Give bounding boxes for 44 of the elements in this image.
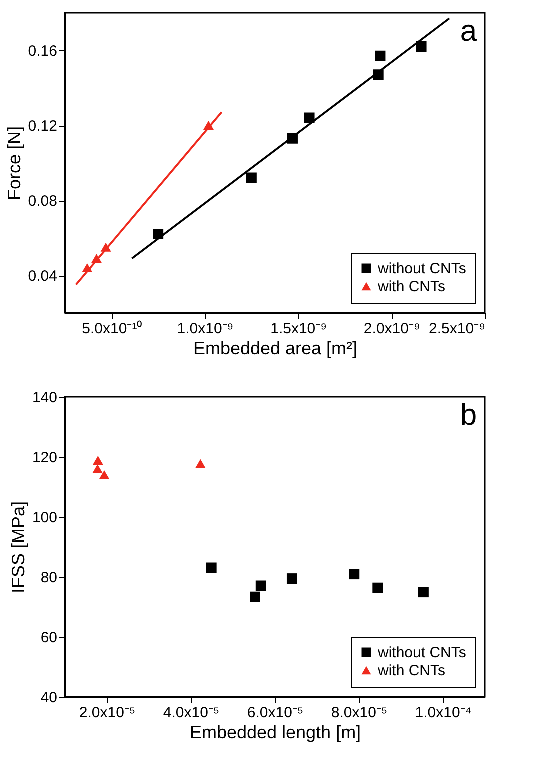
legend-label: with CNTs (377, 662, 446, 680)
y-tick-label: 60 (40, 630, 58, 646)
y-tick-label: 100 (32, 510, 58, 526)
x-axis-title: Embedded length [m] (190, 722, 362, 742)
x-tick-label: 2.0x10⁻⁹ (364, 320, 420, 338)
point (416, 42, 427, 52)
x-tick-label: 1.0x10⁻⁴ (415, 704, 472, 722)
y-tick-label: 40 (40, 690, 58, 706)
x-axis-title: Embedded area [m²] (193, 338, 358, 358)
point (375, 50, 386, 62)
x-tick-label: 2.0x10⁻⁵ (79, 704, 136, 722)
y-tick-label: 140 (32, 390, 58, 406)
x-tick-label: 8.0x10⁻⁵ (331, 704, 388, 722)
annotation: b (460, 399, 477, 432)
y-axis-title: Force [N] (4, 126, 24, 201)
y-tick-label: 0.16 (28, 43, 58, 60)
point (195, 459, 206, 468)
x-tick-label: 1.5x10⁻⁹ (270, 320, 328, 338)
point (372, 582, 384, 594)
annotation: a (460, 15, 478, 48)
x-tick-label: 6.0x10⁻⁵ (247, 704, 304, 722)
point (92, 464, 104, 474)
x-tick-label: 5.0x10⁻¹⁰ (82, 320, 142, 338)
x-tick-label: 1.0x10⁻⁹ (177, 320, 234, 338)
y-axis-title: IFSS [MPa] (8, 501, 28, 594)
legend-label: without CNTs (377, 260, 466, 278)
legend-label: with CNTs (377, 278, 446, 296)
point (418, 587, 429, 598)
point (250, 592, 261, 602)
y-tick-label: 0.12 (28, 118, 58, 135)
y-tick-label: 0.04 (28, 268, 58, 285)
x-tick-label: 2.5x10⁻⁹ (429, 320, 486, 338)
y-tick-label: 80 (40, 570, 58, 586)
y-tick-label: 0.08 (28, 193, 58, 210)
point (286, 574, 298, 584)
point (256, 580, 266, 592)
point (349, 569, 360, 580)
point (99, 470, 110, 480)
point (246, 172, 257, 184)
x-tick-label: 4.0x10⁻⁵ (163, 704, 220, 722)
legend-label: without CNTs (377, 644, 466, 662)
point (92, 456, 104, 466)
y-tick-label: 120 (32, 450, 58, 466)
point (206, 562, 217, 574)
